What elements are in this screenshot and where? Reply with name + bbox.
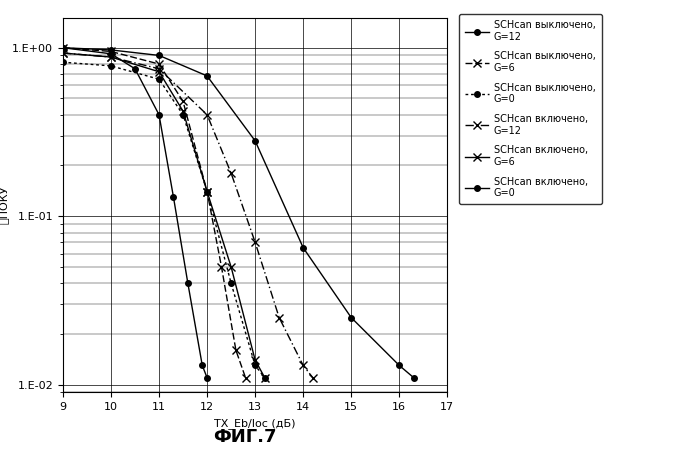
SCHcan выключено,
G=6 — [155, 61, 164, 67]
SCHcan включено,
G=12 — [59, 51, 67, 56]
SCHcan включено,
G=12 — [275, 315, 283, 320]
SCHcan включено,
G=6 — [59, 51, 67, 56]
SCHcan включено,
G=12 — [155, 66, 164, 71]
SCHcan выключено,
G=6 — [232, 348, 240, 353]
SCHcan включено,
G=12 — [107, 55, 115, 60]
SCHcan выключено,
G=0 — [179, 112, 187, 117]
Line: SCHcan включено,
G=12: SCHcan включено, G=12 — [59, 49, 317, 382]
SCHcan включено,
G=0 — [251, 138, 259, 143]
SCHcan включено,
G=0 — [410, 375, 418, 380]
Line: SCHcan выключено,
G=12: SCHcan выключено, G=12 — [60, 45, 210, 381]
SCHcan включено,
G=12 — [227, 170, 236, 176]
SCHcan выключено,
G=0 — [107, 63, 115, 69]
SCHcan выключено,
G=12 — [131, 66, 139, 71]
SCHcan выключено,
G=0 — [227, 281, 236, 286]
SCHcan выключено,
G=12 — [155, 112, 164, 117]
SCHcan включено,
G=6 — [107, 55, 115, 60]
SCHcan включено,
G=6 — [251, 357, 259, 363]
SCHcan выключено,
G=12 — [184, 281, 192, 286]
Line: SCHcan включено,
G=0: SCHcan включено, G=0 — [60, 45, 417, 381]
SCHcan выключено,
G=0 — [155, 77, 164, 82]
SCHcan выключено,
G=6 — [179, 99, 187, 104]
SCHcan включено,
G=6 — [261, 375, 269, 380]
SCHcan включено,
G=0 — [395, 363, 403, 368]
SCHcan выключено,
G=6 — [241, 375, 250, 380]
Line: SCHcan включено,
G=6: SCHcan включено, G=6 — [59, 49, 269, 382]
SCHcan выключено,
G=0 — [251, 363, 259, 368]
SCHcan включено,
G=6 — [203, 189, 211, 194]
Legend: SCHcan выключено,
G=12, SCHcan выключено,
G=6, SCHcan выключено,
G=0, SCHcan вкл: SCHcan выключено, G=12, SCHcan выключено… — [459, 14, 602, 204]
Text: ФИГ.7: ФИГ.7 — [213, 428, 276, 446]
SCHcan выключено,
G=6 — [59, 45, 67, 51]
X-axis label: TX_Eb/Ioc (дБ): TX_Eb/Ioc (дБ) — [215, 418, 296, 428]
SCHcan включено,
G=6 — [155, 69, 164, 74]
SCHcan включено,
G=12 — [251, 239, 259, 245]
SCHcan выключено,
G=12 — [198, 363, 206, 368]
SCHcan выключено,
G=12 — [169, 194, 178, 200]
SCHcan включено,
G=12 — [309, 375, 317, 380]
SCHcan выключено,
G=12 — [107, 51, 115, 56]
Y-axis label: 䉿ПОКУ: 䉿ПОКУ — [0, 186, 8, 225]
SCHcan включено,
G=0 — [203, 73, 211, 78]
SCHcan выключено,
G=12 — [203, 375, 211, 380]
SCHcan включено,
G=0 — [155, 53, 164, 58]
SCHcan выключено,
G=12 — [59, 45, 67, 51]
SCHcan выключено,
G=6 — [203, 189, 211, 194]
SCHcan включено,
G=6 — [227, 264, 236, 270]
SCHcan выключено,
G=0 — [59, 60, 67, 65]
SCHcan включено,
G=12 — [203, 112, 211, 117]
SCHcan включено,
G=12 — [299, 363, 308, 368]
Line: SCHcan выключено,
G=0: SCHcan выключено, G=0 — [60, 60, 268, 381]
SCHcan выключено,
G=0 — [203, 189, 211, 194]
SCHcan включено,
G=0 — [347, 315, 356, 320]
Line: SCHcan выключено,
G=6: SCHcan выключено, G=6 — [59, 44, 250, 382]
SCHcan выключено,
G=6 — [217, 264, 226, 270]
SCHcan включено,
G=0 — [299, 245, 308, 250]
SCHcan включено,
G=0 — [107, 47, 115, 53]
SCHcan включено,
G=6 — [179, 109, 187, 114]
SCHcan выключено,
G=0 — [261, 375, 269, 380]
SCHcan выключено,
G=6 — [107, 49, 115, 54]
SCHcan включено,
G=0 — [59, 45, 67, 51]
